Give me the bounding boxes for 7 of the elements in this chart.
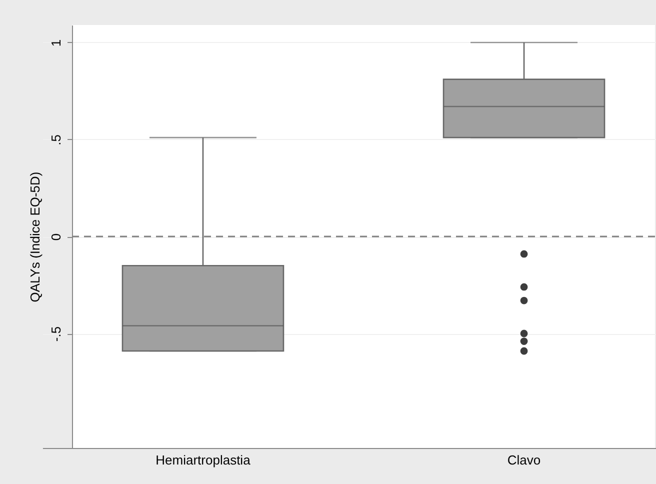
x-tick-label: Clavo [507,452,541,468]
y-tick-label: 0 [48,233,64,241]
y-axis-title: QALYs (Indice EQ-5D) [28,172,42,302]
y-tick-label: 1 [48,39,64,47]
y-tick-label: -.5 [48,326,64,342]
y-tick-label: .5 [48,134,64,146]
x-tick-label: Hemiartroplastia [156,452,252,468]
